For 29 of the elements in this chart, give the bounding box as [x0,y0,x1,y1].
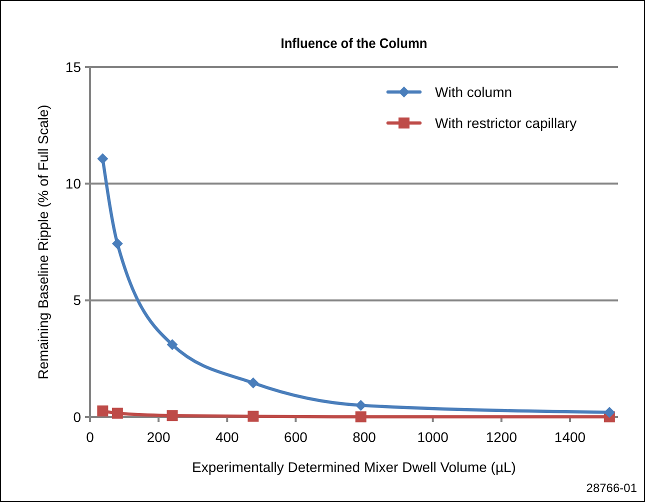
point [97,405,108,416]
x-axis-title: Experimentally Determined Mixer Dwell Volume (µL) [192,459,516,475]
x-tick-label: 200 [146,429,170,445]
y-tick-label: 15 [65,58,82,75]
x-tick-label: 1000 [417,429,449,445]
point [248,410,259,422]
x-tick-label: 1200 [486,429,518,445]
point [166,410,178,422]
point [97,153,108,164]
y-axis-title: Remaining Baseline Ripple (% of Full Scale) [35,104,51,380]
chart-title: Influence of the Column [280,36,428,52]
x-tick-label: 0 [86,429,94,445]
point [604,406,615,418]
point [355,400,366,411]
point [112,238,123,250]
x-tick-label: 800 [352,429,376,445]
point [248,377,259,388]
y-tick-label: 10 [65,176,82,192]
point [355,411,366,422]
point [112,408,123,419]
x-tick-label: 600 [284,429,308,445]
x-tick-label: 1400 [554,429,586,445]
y-tick-label: 5 [73,292,82,308]
legend-label: With restrictor capillary [435,114,577,131]
x-tick-label: 400 [215,429,240,445]
y-tick-label: 0 [73,408,82,425]
legend-label: With column [435,84,512,100]
point [166,339,178,350]
text: 28766-01 [586,481,638,495]
